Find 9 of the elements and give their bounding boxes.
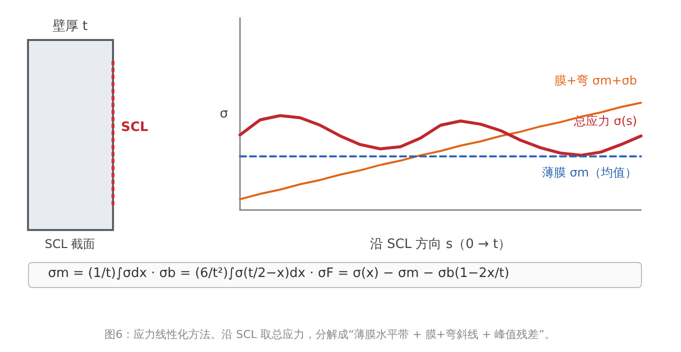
y-axis-title: σ <box>220 106 228 122</box>
text: 壁厚 t <box>52 18 88 35</box>
text: σm = (1/t)∫σdx · σb = (6/t²)∫σ(t/2−x)dx · σF = σ(x) − σm − σb(1−2x/t) <box>48 266 510 281</box>
series-label: 薄膜 σm（均值） <box>542 165 637 180</box>
text: SCL 截面 <box>44 236 96 253</box>
caption: 图6：应力线性化方法。沿 SCL 取总应力，分解成“薄膜水平带 + 膜+弯斜线 + 峰值残差”。 <box>104 327 556 342</box>
series-label: 膜+弯 σm+σb <box>554 74 638 88</box>
x-axis-title: 沿 SCL 方向 s（0 → t） <box>370 236 512 252</box>
text: SCL <box>121 120 148 135</box>
